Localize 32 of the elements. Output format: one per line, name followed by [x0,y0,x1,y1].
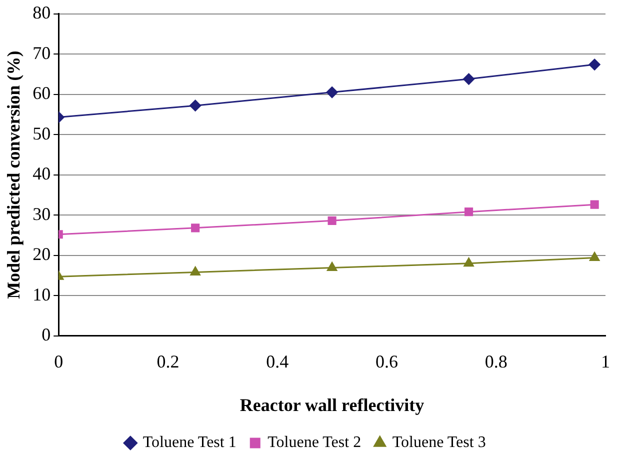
x-tick-label: 0 [54,351,64,372]
y-tick-label: 40 [32,164,51,184]
point [463,73,475,85]
point [464,208,474,216]
point [326,86,338,98]
point [191,224,200,232]
legend-label: Toluene Test 3 [392,434,486,452]
point [190,100,202,112]
y-tick-label: 30 [32,204,51,224]
point [590,200,599,209]
y-axis-title: Model predicted conversion (%) [3,50,24,299]
y-tick-label: 70 [32,42,51,63]
y-tick-label: 0 [42,324,51,345]
x-tick-label: 0.2 [156,351,180,372]
legend-label: Toluene Test 1 [142,434,236,452]
point [190,266,200,276]
point [328,216,336,225]
point [589,252,600,261]
y-tick-label: 80 [32,2,51,23]
x-axis-title: Reactor wall reflectivity [240,394,424,415]
y-tick-label: 20 [32,244,51,264]
y-tick-label: 10 [32,284,51,304]
x-tick-label: 1 [601,351,610,372]
legend-label: Toluene Test 2 [268,434,362,452]
x-tick-label: 0.4 [266,351,289,372]
x-tick-label: 0.6 [375,351,398,372]
y-tick-label: 60 [32,83,51,104]
y-tick-label: 50 [32,123,51,144]
point [326,262,338,272]
point [588,58,600,70]
point [464,258,474,267]
x-tick-label: 0.8 [484,351,508,372]
